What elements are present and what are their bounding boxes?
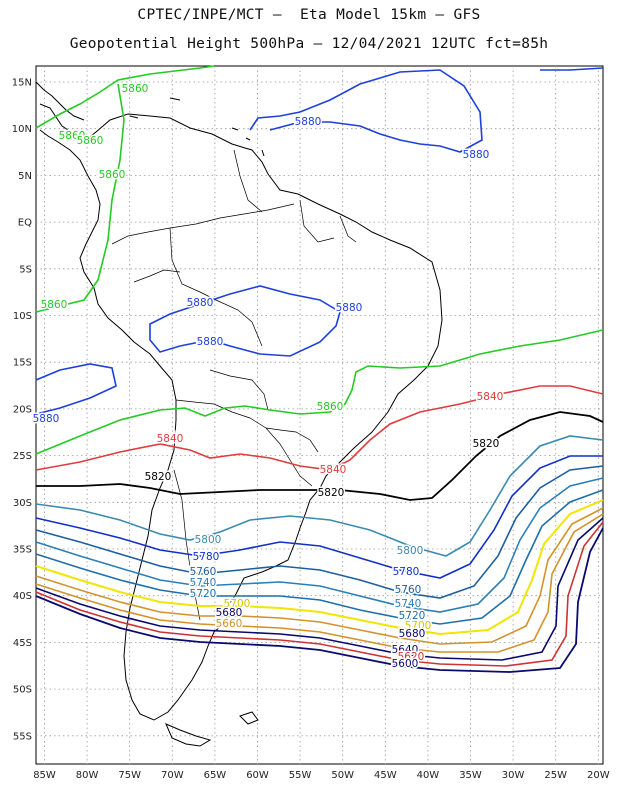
contour-5700: [35, 499, 604, 636]
contour-5640: [35, 517, 604, 661]
lat-tick-label: 10S: [13, 311, 32, 322]
lat-tick-label: 5S: [19, 264, 32, 275]
lat-tick-label: 10N: [12, 124, 32, 135]
contour-5680: [35, 507, 604, 645]
lat-tick-label: 35S: [13, 545, 32, 556]
contour-label-5740: 5740: [395, 598, 422, 610]
country-borders: [111, 149, 357, 621]
caribbean-islands: [129, 97, 265, 157]
contour-label-5860: 5860: [41, 299, 68, 311]
lon-tick-label: 55W: [289, 770, 312, 781]
lat-tick-label: EQ: [18, 218, 32, 229]
lon-tick-label: 75W: [118, 770, 141, 781]
contour-5880-tip: [540, 67, 604, 71]
contour-5840: [35, 385, 604, 471]
tierra-del-fuego: [165, 723, 212, 747]
lon-tick-label: 45W: [374, 770, 397, 781]
contour-5860-coast: [35, 83, 125, 313]
contour-label-5800: 5800: [397, 545, 424, 557]
contour-label-5780: 5780: [193, 551, 220, 563]
map-frame: [35, 65, 604, 765]
lat-tick-label: 45S: [13, 638, 32, 649]
contour-label-5880: 5880: [295, 116, 322, 128]
contour-label-5880: 5880: [33, 413, 60, 425]
lat-tick-label: 20S: [13, 404, 32, 415]
axis-ticks: 15N 10N 5N EQ 5S 10S 15S 20S 25S 30S 35S 40S 45S 50S 5…: [12, 78, 610, 782]
central-america-coastline: [35, 81, 85, 121]
lat-tick-label: 40S: [13, 591, 32, 602]
contour-label-5840: 5840: [157, 433, 184, 445]
lon-tick-label: 65W: [204, 770, 227, 781]
lon-tick-label: 40W: [417, 770, 440, 781]
lat-tick-label: 5N: [18, 171, 32, 182]
contour-label-5720: 5720: [399, 610, 426, 622]
contour-label-5820: 5820: [473, 438, 500, 450]
contour-label-5660: 5660: [216, 618, 243, 630]
contour-5660: [35, 513, 604, 653]
contour-label-5860: 5860: [59, 130, 86, 142]
lon-tick-label: 60W: [246, 770, 269, 781]
lon-tick-label: 25W: [544, 770, 567, 781]
contour-5860-east: [35, 329, 604, 455]
contour-5820: [36, 411, 604, 501]
contour-label-5820: 5820: [318, 487, 345, 499]
contour-label-5860: 5860: [77, 135, 104, 147]
contour-label-5860: 5860: [99, 169, 126, 181]
contour-5620: [35, 521, 604, 667]
contour-label-5740: 5740: [190, 577, 217, 589]
contour-5880-caribbean: [249, 69, 483, 153]
contour-5760: [35, 465, 604, 599]
contour-label-5880: 5880: [463, 149, 490, 161]
lon-tick-label: 50W: [331, 770, 354, 781]
contour-label-5820: 5820: [145, 471, 172, 483]
lon-tick-label: 70W: [161, 770, 184, 781]
lat-tick-label: 50S: [13, 685, 32, 696]
contour-label-5860: 5860: [122, 83, 149, 95]
south-america-coastline: [39, 103, 443, 721]
contour-5800: [35, 435, 604, 557]
contour-label-5680: 5680: [399, 628, 426, 640]
contour-label-5880: 5880: [336, 302, 363, 314]
contour-5720: [35, 489, 604, 625]
contour-label-5760: 5760: [395, 584, 422, 596]
contour-5600: [35, 527, 604, 673]
map-title: CPTEC/INPE/MCT – Eta Model 15km – GFS: [137, 7, 481, 23]
lat-tick-label: 15N: [12, 78, 32, 89]
lon-tick-label: 80W: [76, 770, 99, 781]
lon-tick-label: 30W: [502, 770, 525, 781]
contour-5860-north: [35, 65, 215, 129]
lat-tick-label: 25S: [13, 451, 32, 462]
contour-label-5700: 5700: [405, 620, 432, 632]
contour-5880-west: [35, 363, 117, 415]
coastline: [35, 81, 443, 747]
lon-tick-label: 20W: [587, 770, 610, 781]
contour-5880-amazon: [149, 285, 341, 357]
contour-label-5600: 5600: [392, 658, 419, 670]
lat-tick-label: 55S: [13, 731, 32, 742]
contour-label-5780: 5780: [393, 566, 420, 578]
contour-label-5840: 5840: [320, 464, 347, 476]
lon-tick-label: 85W: [33, 770, 56, 781]
falkland-islands: [239, 711, 259, 725]
contour-label-5800: 5800: [195, 534, 222, 546]
contour-label-5720: 5720: [190, 588, 217, 600]
contour-label-5860: 5860: [317, 401, 344, 413]
contour-label-5640: 5640: [392, 644, 419, 656]
contour-5740: [35, 477, 604, 613]
contour-5780: [35, 455, 603, 579]
contour-label-5680: 5680: [216, 607, 243, 619]
height-contours: [35, 65, 604, 673]
contour-label-5880: 5880: [197, 336, 224, 348]
contour-label-5840: 5840: [477, 391, 504, 403]
contour-label-5700: 5700: [224, 598, 251, 610]
lat-tick-label: 30S: [13, 498, 32, 509]
contour-label-5620: 5620: [398, 651, 425, 663]
lat-tick-label: 15S: [13, 358, 32, 369]
contour-label-5880: 5880: [187, 297, 214, 309]
map-subtitle: Geopotential Height 500hPa – 12/04/2021 …: [69, 36, 549, 52]
contour-label-5760: 5760: [190, 566, 217, 578]
lon-tick-label: 35W: [459, 770, 482, 781]
